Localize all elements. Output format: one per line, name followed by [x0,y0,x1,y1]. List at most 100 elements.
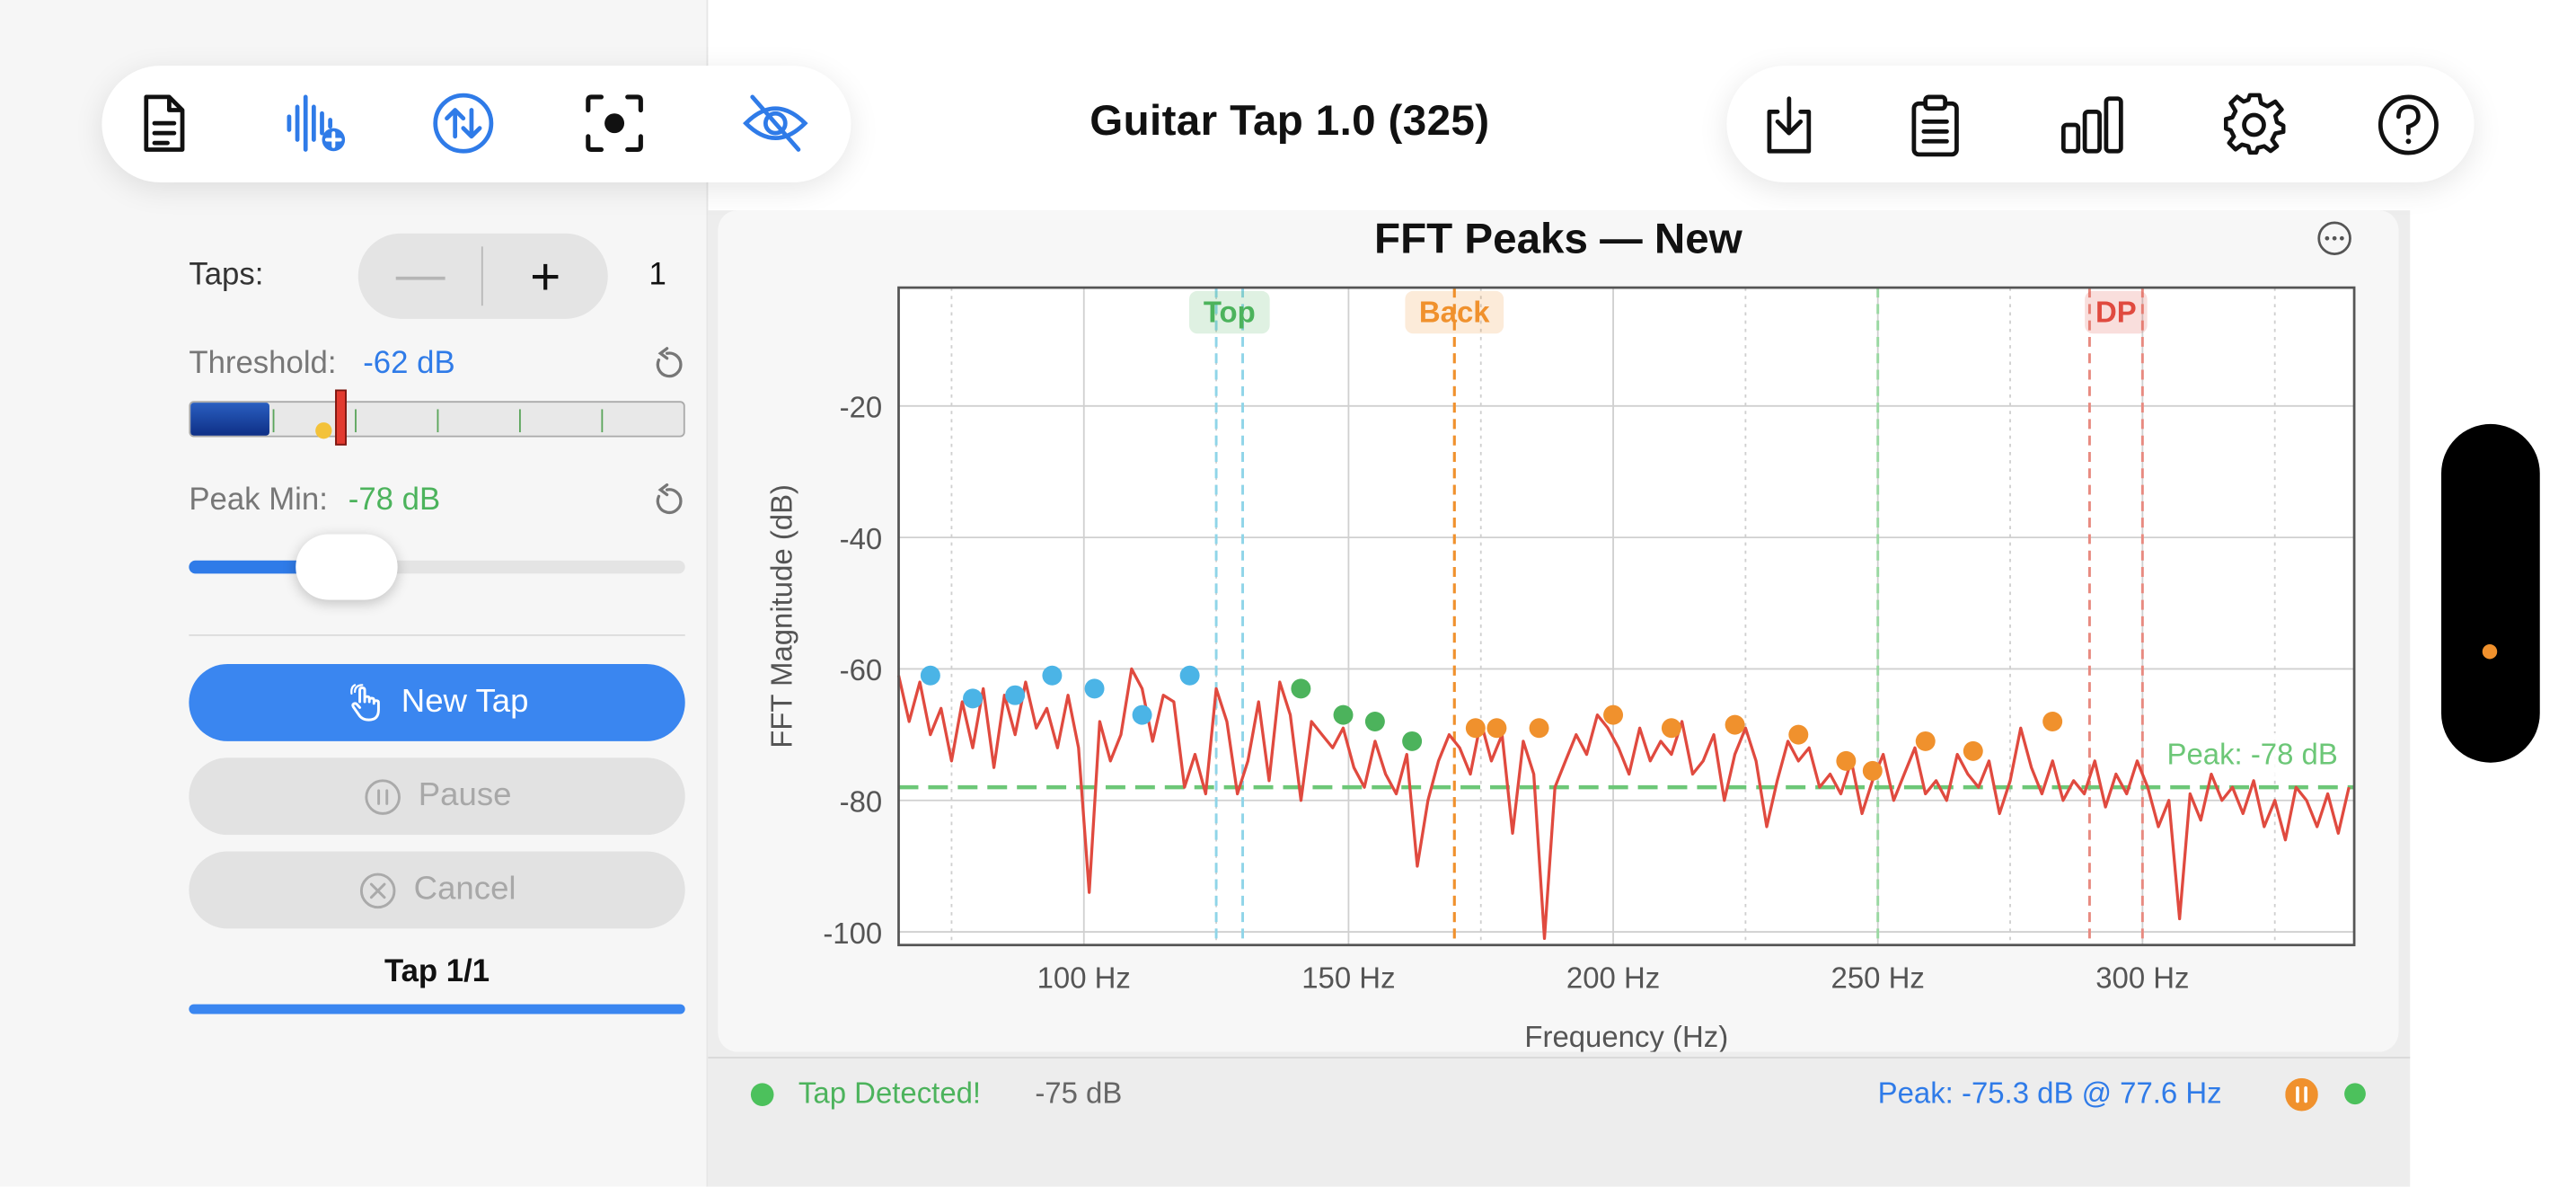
clipboard-list-icon[interactable] [1896,85,1975,164]
eye-slash-icon[interactable] [736,84,815,163]
taps-decrement-button[interactable]: — [395,248,446,303]
y-tick-label: -100 [823,917,882,950]
arrow-up-down-circle-icon[interactable] [424,84,503,163]
fft-series-line [896,667,2351,941]
peak-marker-orange [1486,718,1507,739]
more-options-icon[interactable] [2316,220,2352,256]
meter-tick [272,409,275,433]
threshold-label-bg [2143,732,2348,776]
peak-marker-orange [1725,714,1745,735]
threshold-reset-icon[interactable] [650,347,686,383]
pause-badge-icon[interactable] [2285,1077,2318,1112]
cancel-label: Cancel [413,871,516,908]
annotation-badge [1189,290,1270,334]
peak-min-slider-thumb[interactable] [296,534,398,600]
threshold-meter[interactable] [189,389,685,446]
pause-label: Pause [418,777,512,814]
y-tick-label: -60 [840,653,883,687]
peak-min-label: Peak Min: [189,483,328,518]
y-tick-label: -20 [840,391,883,424]
stepper-divider [481,246,483,306]
plot-frame [897,286,2356,947]
pause-circle-icon [364,778,401,814]
pause-button[interactable]: Pause [189,757,685,836]
peak-marker-blue [1132,704,1152,725]
cancel-button[interactable]: Cancel [189,851,685,929]
peak-marker-orange [1862,760,1883,781]
help-icon[interactable] [2369,85,2448,164]
peak-marker-blue [963,688,983,709]
peak-marker-blue [1042,665,1063,686]
chart-title: FFT Peaks — New [1374,213,1742,263]
peak-marker-orange [2042,711,2063,731]
tap-level-text: -75 dB [1035,1076,1123,1110]
x-tick-label: 300 Hz [2095,961,2189,994]
peak-marker-orange [1915,731,1936,751]
peak-marker-green [1291,678,1311,699]
taps-label: Taps: [189,258,264,293]
y-axis-label: FFT Magnitude (dB) [765,484,798,749]
document-icon[interactable] [125,84,204,163]
threshold-label: Threshold: [189,346,337,382]
meter-tick [601,409,604,433]
y-tick-label: -40 [840,522,883,555]
peak-min-reset-icon[interactable] [650,483,686,519]
annotation-label: DP [2095,295,2137,328]
waveform-add-icon[interactable] [276,84,355,163]
threshold-handle[interactable] [335,389,347,446]
taps-stepper: — + [357,233,608,319]
new-tap-label: New Tap [401,683,529,721]
peak-marker-orange [1465,718,1486,739]
annotation-label: Back [1419,295,1490,328]
new-tap-button[interactable]: New Tap [189,663,685,741]
peak-min-slider[interactable] [189,560,685,574]
meter-tick [437,409,439,433]
annotation-badge [1405,290,1504,334]
sidebar-divider [189,634,685,636]
cancel-circle-icon [359,872,396,908]
peak-min-value: -78 dB [348,483,441,518]
y-tick-label: -80 [840,785,883,819]
tray-download-icon[interactable] [1750,85,1829,164]
peak-marker-green [1402,731,1423,751]
plot-area [898,288,2355,945]
peak-marker-orange [1963,740,1983,761]
peak-marker-blue [1179,665,1200,686]
meter-tick [355,409,357,433]
toolbar-left [101,66,851,183]
peak-marker-orange [1529,718,1549,739]
bar-chart-icon[interactable] [2052,85,2131,164]
peak-marker-orange [1603,704,1624,725]
x-tick-label: 200 Hz [1566,961,1660,994]
annotation-label: Top [1204,295,1256,328]
peak-readout: Peak: -75.3 dB @ 77.6 Hz [1877,1076,2222,1110]
fft-chart[interactable]: -20 -40 -60 -80 -100 100 Hz 150 Hz 200 Hz 250 Hz… [718,210,2398,1052]
threshold-value: -62 dB [363,346,455,382]
tap-detected-text: Tap Detected! [798,1076,982,1110]
tap-progress-bar [189,1004,685,1014]
tap-count-label: Tap 1/1 [384,954,490,990]
x-tick-label: 150 Hz [1301,961,1395,994]
threshold-level-fill [190,403,269,436]
handle-indicator-dot [2482,643,2498,660]
peak-marker-orange [1836,750,1857,771]
peak-marker-green [1364,711,1385,731]
annotation-badge [2085,290,2148,334]
peak-marker-green [1333,704,1354,725]
taps-increment-button[interactable]: + [530,245,561,306]
threshold-label: Peak: -78 dB [2167,738,2338,771]
gear-icon[interactable] [2215,85,2294,164]
viewfinder-record-icon[interactable] [575,84,654,163]
peak-marker-blue [1084,678,1105,699]
taps-value: 1 [648,258,666,293]
status-bar [708,1057,2411,1132]
tap-detected-indicator [750,1083,774,1106]
side-panel-handle[interactable] [2441,423,2540,763]
peak-marker-orange [1788,724,1809,745]
hand-tap-icon [350,683,381,721]
meter-tick [518,409,521,433]
toolbar-right [1726,66,2475,183]
x-axis-label: Frequency (Hz) [1524,1020,1728,1051]
peak-marker-orange [1661,718,1681,739]
app-title: Guitar Tap 1.0 (325) [1090,95,1490,145]
